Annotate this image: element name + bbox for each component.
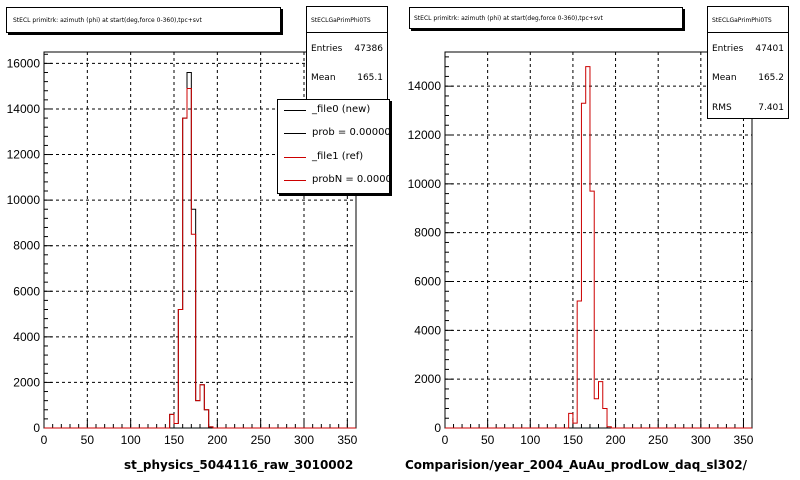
right-plot-frame: 0 50 100 150 200 250 300 350 0 2000 4000 6000 8000 10…: [408, 51, 754, 447]
right-y-tick-label: 2000: [414, 372, 441, 386]
right-title: StECL primitrk: azimuth (phi) at start(d…: [414, 15, 603, 22]
right-axes-box: [444, 51, 753, 429]
legend-label-prob: prob = 0.000001: [312, 127, 390, 138]
legend-label-probn: probN = 0.00000: [312, 174, 390, 185]
left-y-tick-label: 6000: [13, 284, 40, 298]
right-x-tick-label: 350: [733, 433, 753, 447]
legend-label-new: _file0 (new): [312, 104, 371, 115]
left-title: StECL primitrk: azimuth (phi) at start(d…: [13, 17, 202, 24]
left-y-tick-label: 14000: [7, 102, 41, 116]
left-y-tick-label: 4000: [13, 330, 40, 344]
right-stats-entries-value: 47401: [755, 44, 784, 54]
right-y-tick-label: 14000: [408, 79, 442, 93]
left-y-tick-label: 0: [33, 421, 40, 435]
left-x-tick-label: 350: [337, 433, 357, 447]
right-y-tick-label: 8000: [414, 226, 441, 240]
right-x-tick-label: 100: [520, 433, 540, 447]
left-stats-entries-label: Entries: [311, 44, 343, 54]
right-y-tick-label: 12000: [408, 128, 442, 142]
legend-line-new: [284, 110, 306, 111]
right-x-axis-title: Comparision/year_2004_AuAu_prodLow_daq_s…: [405, 458, 748, 472]
left-x-tick-label: 100: [121, 433, 141, 447]
right-title-box: StECL primitrk: azimuth (phi) at start(d…: [409, 7, 683, 29]
right-stats-box: StECLGaPrimPhi0TS Entries 47401 Mean 165…: [707, 6, 789, 119]
left-legend: _file0 (new) prob = 0.000001 _file1 (ref…: [277, 99, 390, 194]
left-histogram-series-1: [44, 87, 356, 429]
left-x-tick-label: 250: [251, 433, 271, 447]
legend-line-ref: [284, 157, 306, 158]
left-title-box: StECL primitrk: azimuth (phi) at start(d…: [6, 7, 281, 33]
right-stats-name: StECLGaPrimPhi0TS: [712, 17, 772, 24]
legend-label-ref: _file1 (ref): [312, 151, 364, 162]
left-stats-mean-value: 165.1: [357, 73, 383, 83]
left-y-tick-label: 12000: [7, 148, 41, 162]
left-x-tick-label: 50: [81, 433, 95, 447]
right-stats-rms-label: RMS: [712, 103, 732, 113]
left-stats-mean-label: Mean: [311, 73, 336, 83]
right-histogram-series-0: [445, 66, 752, 429]
legend-line-probn: [284, 180, 306, 181]
right-y-tick-label: 4000: [414, 323, 441, 337]
right-stats-mean-label: Mean: [712, 73, 737, 83]
left-x-axis-title: st_physics_5044116_raw_3010002: [124, 458, 354, 472]
left-x-tick-label: 150: [164, 433, 184, 447]
left-x-tick-label: 0: [41, 433, 48, 447]
legend-line-prob: [284, 133, 306, 134]
right-x-tick-label: 250: [648, 433, 668, 447]
left-x-tick-label: 300: [294, 433, 314, 447]
left-y-tick-label: 8000: [13, 239, 40, 253]
right-y-tick-label: 10000: [408, 177, 442, 191]
left-x-tick-label: 200: [207, 433, 227, 447]
right-x-tick-label: 0: [442, 433, 449, 447]
left-stats-name: StECLGaPrimPhi0TS: [311, 17, 371, 24]
left-y-tick-label: 16000: [7, 56, 41, 70]
left-y-tick-label: 2000: [13, 375, 40, 389]
left-y-tick-label: 10000: [7, 193, 41, 207]
right-x-tick-label: 50: [481, 433, 495, 447]
right-y-tick-label: 0: [434, 421, 441, 435]
right-stats-entries-label: Entries: [712, 44, 744, 54]
right-y-tick-label: 6000: [414, 275, 441, 289]
right-x-tick-label: 150: [563, 433, 583, 447]
right-x-tick-label: 200: [606, 433, 626, 447]
right-stats-rms-value: 7.401: [758, 103, 784, 113]
right-x-tick-label: 300: [691, 433, 711, 447]
right-stats-mean-value: 165.2: [758, 73, 784, 83]
left-stats-entries-value: 47386: [354, 44, 383, 54]
